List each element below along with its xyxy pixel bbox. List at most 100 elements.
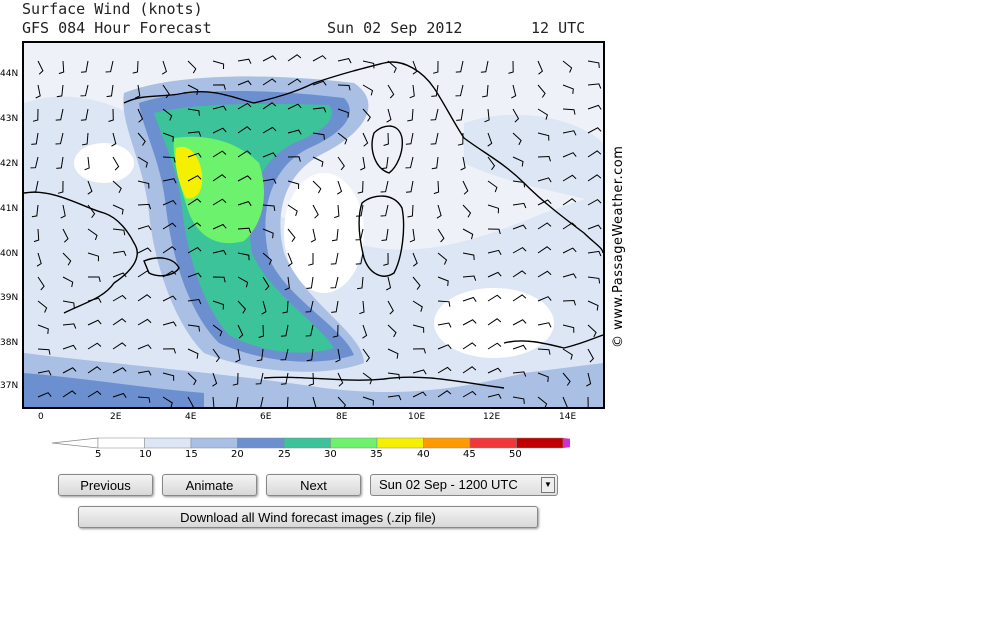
wind-barb bbox=[37, 392, 52, 398]
next-button[interactable]: Next bbox=[266, 474, 361, 496]
wind-barb bbox=[381, 228, 389, 241]
download-zip-button[interactable]: Download all Wind forecast images (.zip … bbox=[78, 506, 538, 528]
forecast-time-select[interactable]: Sun 02 Sep - 1200 UTC ▼ bbox=[370, 474, 558, 496]
wind-barb bbox=[237, 227, 252, 234]
wind-barb bbox=[537, 322, 552, 328]
wind-barb bbox=[212, 174, 227, 182]
wind-barb bbox=[105, 60, 114, 73]
wind-barb bbox=[162, 372, 175, 381]
lon-label: 4E bbox=[185, 412, 197, 422]
wind-barb bbox=[537, 60, 544, 75]
wind-barb bbox=[187, 246, 202, 254]
wind-barb bbox=[587, 250, 602, 257]
wind-barb bbox=[412, 252, 418, 267]
wind-barb bbox=[187, 152, 202, 158]
wind-barb bbox=[287, 78, 302, 86]
wind-barb bbox=[37, 370, 52, 376]
wind-barb bbox=[405, 156, 414, 169]
scale-segment bbox=[144, 437, 192, 449]
wind-barb bbox=[287, 129, 302, 135]
wind-barb bbox=[162, 321, 177, 327]
wind-barb bbox=[308, 253, 314, 266]
scale-label: 15 bbox=[185, 449, 198, 460]
wind-barb bbox=[112, 342, 127, 350]
wind-barb bbox=[512, 396, 525, 404]
lat-label: 39N bbox=[0, 293, 19, 303]
wind-barb bbox=[212, 396, 215, 407]
wind-barb bbox=[82, 132, 89, 146]
wind-barb bbox=[112, 294, 127, 302]
scale-label: 30 bbox=[324, 449, 337, 460]
wind-barb bbox=[387, 372, 400, 380]
wind-barb bbox=[387, 84, 395, 99]
wind-barb bbox=[55, 108, 64, 121]
wind-barb bbox=[312, 180, 322, 194]
wind-barb bbox=[106, 84, 114, 98]
wind-barb bbox=[137, 318, 152, 326]
wind-barb bbox=[162, 84, 170, 99]
wind-map bbox=[22, 41, 605, 409]
wind-barb bbox=[480, 60, 489, 73]
wind-barb bbox=[337, 372, 344, 387]
wind-barb bbox=[137, 270, 152, 278]
wind-barb bbox=[430, 132, 439, 145]
wind-barb bbox=[212, 105, 227, 111]
wind-barb bbox=[331, 228, 339, 242]
wind-barb bbox=[87, 342, 102, 350]
lat-label: 42N bbox=[0, 159, 19, 169]
wind-barb bbox=[212, 372, 218, 387]
scale-label: 40 bbox=[417, 449, 430, 460]
wind-barb bbox=[487, 249, 502, 256]
wind-barb bbox=[312, 204, 319, 219]
wind-barb bbox=[511, 84, 517, 99]
wind-barb bbox=[37, 348, 51, 355]
wind-barb bbox=[37, 276, 45, 291]
animate-button[interactable]: Animate bbox=[162, 474, 257, 496]
wind-barb bbox=[385, 276, 392, 291]
wind-barb bbox=[36, 252, 42, 267]
lon-label: 2E bbox=[110, 412, 122, 422]
wind-barb bbox=[287, 228, 296, 242]
wind-barb bbox=[137, 370, 152, 376]
wind-barb bbox=[387, 348, 399, 359]
wind-barb bbox=[562, 152, 577, 158]
wind-barb bbox=[587, 60, 600, 68]
wind-barb bbox=[187, 222, 202, 230]
wind-barb bbox=[137, 225, 152, 231]
previous-button[interactable]: Previous bbox=[58, 474, 153, 496]
wind-barb bbox=[409, 228, 416, 243]
wind-barb bbox=[362, 60, 375, 69]
wind-barb bbox=[562, 84, 574, 94]
wind-barb bbox=[308, 372, 315, 386]
wind-barb bbox=[187, 372, 197, 386]
wind-barb bbox=[262, 228, 274, 239]
chevron-down-icon[interactable]: ▼ bbox=[541, 477, 555, 493]
wind-barb bbox=[232, 372, 239, 386]
wind-barb bbox=[334, 204, 340, 219]
forecast-label: GFS 084 Hour Forecast bbox=[22, 19, 212, 37]
wind-barb bbox=[235, 396, 239, 407]
wind-barb bbox=[487, 294, 502, 302]
wind-barb bbox=[457, 132, 464, 146]
wind-barb bbox=[537, 372, 549, 382]
wind-barb bbox=[380, 180, 389, 193]
scale-segment bbox=[330, 437, 378, 449]
wind-barb bbox=[430, 108, 439, 121]
forecast-date: Sun 02 Sep 2012 bbox=[327, 19, 463, 37]
wind-barb bbox=[537, 396, 548, 407]
forecast-time-select-value: Sun 02 Sep - 1200 UTC bbox=[379, 477, 518, 492]
wind-barb bbox=[537, 108, 548, 120]
wind-barb bbox=[412, 300, 423, 312]
wind-barb bbox=[512, 132, 522, 146]
wind-barb bbox=[187, 108, 200, 116]
wind-barb bbox=[55, 132, 64, 145]
wind-barb bbox=[562, 348, 573, 360]
wind-barb bbox=[587, 300, 599, 311]
wind-barb bbox=[287, 103, 302, 110]
wind-barb bbox=[262, 204, 276, 211]
wind-barb bbox=[512, 180, 526, 188]
wind-barb bbox=[187, 60, 197, 74]
wind-barb bbox=[381, 156, 389, 170]
wind-barb bbox=[484, 108, 490, 123]
wind-barb bbox=[462, 296, 477, 302]
